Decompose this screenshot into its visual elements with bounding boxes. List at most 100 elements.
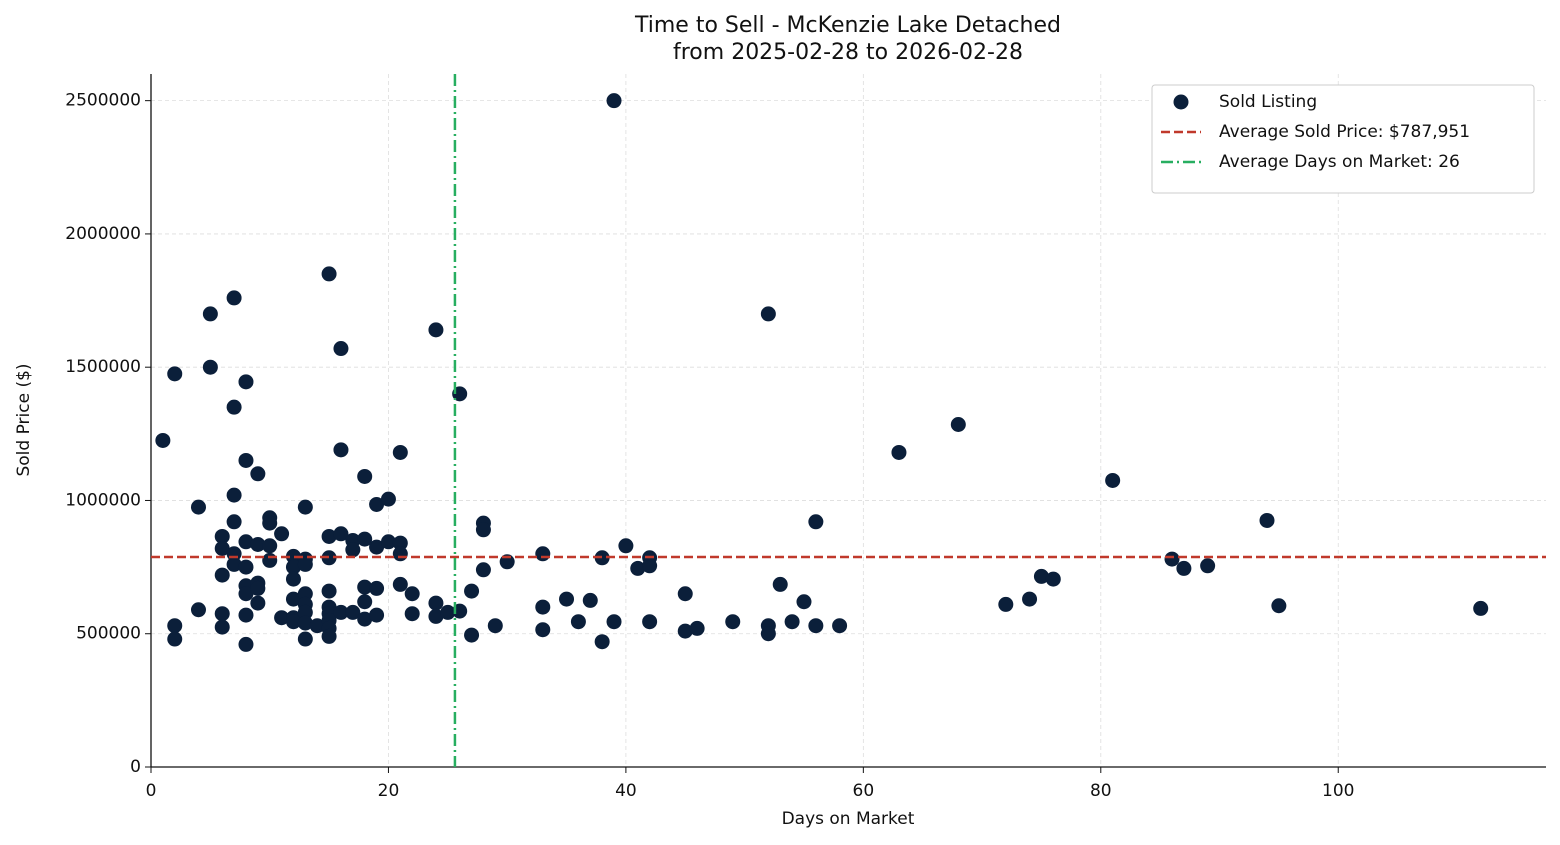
- data-point: [369, 607, 385, 623]
- data-point: [190, 499, 206, 515]
- data-point: [226, 487, 242, 503]
- data-point: [404, 586, 420, 602]
- data-point: [1176, 560, 1192, 576]
- data-point: [357, 611, 373, 627]
- data-point: [464, 627, 480, 643]
- data-point: [535, 599, 551, 615]
- data-point: [321, 266, 337, 282]
- chart-subtitle: from 2025-02-28 to 2026-02-28: [673, 40, 1023, 65]
- data-point: [642, 558, 658, 574]
- data-point: [1271, 598, 1287, 614]
- data-point: [167, 618, 183, 634]
- data-point: [357, 579, 373, 595]
- data-point: [226, 399, 242, 415]
- data-point: [594, 550, 610, 566]
- data-point: [167, 631, 183, 647]
- data-point: [238, 586, 254, 602]
- legend-label: Average Sold Price: $787,951: [1219, 122, 1470, 142]
- data-point: [285, 559, 301, 575]
- data-point: [262, 538, 278, 554]
- data-point: [238, 607, 254, 623]
- data-point: [772, 576, 788, 592]
- data-point: [285, 591, 301, 607]
- data-point: [333, 341, 349, 357]
- data-point: [285, 548, 301, 564]
- data-point: [167, 366, 183, 382]
- data-point: [250, 595, 266, 611]
- data-point: [250, 466, 266, 482]
- data-point: [559, 591, 575, 607]
- data-point: [535, 546, 551, 562]
- data-point: [345, 542, 361, 558]
- data-point: [190, 602, 206, 618]
- data-point: [333, 442, 349, 458]
- data-point: [214, 528, 230, 544]
- data-point: [392, 546, 408, 562]
- data-point: [392, 576, 408, 592]
- data-point: [214, 606, 230, 622]
- y-axis-label: Sold Price ($): [14, 363, 34, 476]
- data-point: [357, 594, 373, 610]
- data-point: [297, 604, 313, 620]
- data-point: [333, 526, 349, 542]
- data-point: [214, 619, 230, 635]
- data-point: [891, 444, 907, 460]
- data-point: [297, 631, 313, 647]
- x-tick-label: 100: [1322, 781, 1354, 801]
- data-point: [475, 562, 491, 578]
- data-point: [475, 522, 491, 538]
- data-point: [642, 614, 658, 630]
- data-point: [725, 614, 741, 630]
- data-point: [1259, 512, 1275, 528]
- data-point: [677, 586, 693, 602]
- data-point: [380, 491, 396, 507]
- x-tick-label: 40: [615, 781, 637, 801]
- data-point: [285, 614, 301, 630]
- data-point: [238, 452, 254, 468]
- data-point: [1033, 568, 1049, 584]
- data-point: [357, 531, 373, 547]
- data-point: [321, 628, 337, 644]
- data-point: [238, 636, 254, 652]
- data-point: [357, 468, 373, 484]
- chart-title: Time to Sell - McKenzie Lake Detached: [634, 13, 1061, 38]
- data-point: [369, 539, 385, 555]
- data-point: [808, 618, 824, 634]
- data-point: [202, 359, 218, 375]
- data-point: [262, 552, 278, 568]
- x-tick-label: 0: [146, 781, 157, 801]
- data-point: [428, 608, 444, 624]
- legend-box: [1151, 84, 1535, 194]
- data-point: [1105, 472, 1121, 488]
- data-point: [238, 559, 254, 575]
- legend-marker: [1173, 94, 1189, 110]
- data-point: [1200, 558, 1216, 574]
- data-point: [760, 306, 776, 322]
- y-tick-label: 2000000: [65, 224, 141, 244]
- data-point: [214, 567, 230, 583]
- data-point: [226, 290, 242, 306]
- data-point: [606, 93, 622, 109]
- data-point: [238, 374, 254, 390]
- data-point: [404, 606, 420, 622]
- x-tick-label: 80: [1090, 781, 1112, 801]
- legend-label: Sold Listing: [1219, 92, 1317, 112]
- x-axis-label: Days on Market: [782, 809, 915, 829]
- data-point: [1022, 591, 1038, 607]
- y-tick-label: 2500000: [65, 91, 141, 111]
- data-point: [274, 526, 290, 542]
- legend-label: Average Days on Market: 26: [1219, 152, 1460, 172]
- data-point: [250, 536, 266, 552]
- data-point: [594, 634, 610, 650]
- data-point: [297, 615, 313, 631]
- data-point: [582, 592, 598, 608]
- data-point: [428, 595, 444, 611]
- x-tick-label: 20: [378, 781, 400, 801]
- y-tick-label: 1500000: [65, 357, 141, 377]
- data-point: [155, 432, 171, 448]
- data-point: [618, 538, 634, 554]
- data-point: [345, 604, 361, 620]
- data-point: [1473, 600, 1489, 616]
- data-point: [226, 514, 242, 530]
- y-tick-label: 1000000: [65, 490, 141, 510]
